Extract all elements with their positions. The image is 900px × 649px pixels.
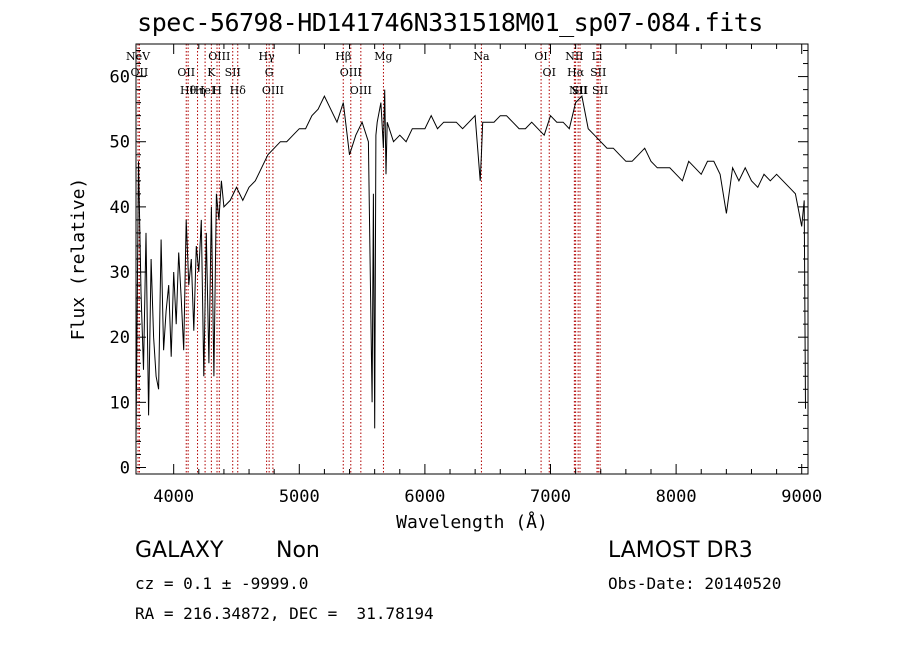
line-marker-label: G [265,66,274,79]
line-marker-label: NII [569,84,587,97]
line-marker-label: OI [534,50,547,63]
line-marker-label: SII [590,66,606,79]
line-marker-label: Hη [189,84,205,97]
line-marker-label: OII [131,66,149,79]
y-axis-ticks: 0 10 20 30 40 50 60 [110,50,808,478]
line-marker-label: OIII [350,84,372,97]
line-marker-label: K [207,66,216,79]
line-marker-label: Na [473,50,490,63]
y-tick-label: 20 [110,328,130,348]
line-marker-label: Hθ [180,84,197,97]
chart-title: spec-56798-HD141746N331518M01_sp07-084.f… [137,8,763,37]
y-tick-label: 0 [120,458,130,478]
x-tick-label: 5000 [279,487,320,507]
line-marker-label: Hδ [230,84,247,97]
object-class: GALAXY [135,538,224,563]
line-marker-label: OIII [340,66,362,79]
line-marker-label: Li [592,50,603,63]
plot-frame [135,43,809,475]
line-marker-label: OIII [208,50,230,63]
line-marker-label: SII [592,84,608,97]
line-marker-label: OII [177,66,195,79]
spectrum-line [135,89,806,442]
y-tick-label: 50 [110,133,130,153]
line-markers-layer [137,44,601,474]
line-marker-label: NeV [126,50,151,63]
x-tick-label: 8000 [656,487,697,507]
line-marker-label: SII [225,66,241,79]
x-axis-label: Wavelength (Å) [396,511,548,533]
x-axis-ticks: 4000 5000 6000 7000 8000 9000 [153,44,822,507]
line-marker-label: Hγ [259,50,276,63]
y-axis-label: Flux (relative) [68,178,89,341]
x-tick-label: 9000 [781,487,822,507]
line-marker-label: Hα [567,66,585,79]
y-tick-label: 10 [110,393,130,413]
line-marker-label: H [212,84,222,97]
y-tick-label: 60 [110,68,130,88]
line-marker-label: OIII [262,84,284,97]
ra-dec: RA = 216.34872, DEC = 31.78194 [135,604,434,623]
line-marker-label: SII [572,84,588,97]
x-tick-label: 6000 [404,487,445,507]
survey-name: LAMOST DR3 [608,538,753,563]
observation-date: Obs-Date: 20140520 [608,574,782,593]
x-tick-label: 7000 [530,487,571,507]
line-marker-label: HeI [195,84,215,97]
line-marker-label: Mg [374,50,392,63]
line-marker-label: OI [543,66,556,79]
line-marker-label: Hβ [335,50,351,63]
line-marker-label: NII [565,50,583,63]
redshift-cz: cz = 0.1 ± -9999.0 [135,574,309,593]
line-marker-labels-layer: NeVOIIOIIIOIIHθHηHeIKHSIIHδHγGOIIIHβOIII… [126,50,608,97]
y-tick-label: 40 [110,198,130,218]
x-tick-label: 4000 [153,487,194,507]
y-tick-label: 30 [110,263,130,283]
object-subclass: Non [276,538,320,563]
